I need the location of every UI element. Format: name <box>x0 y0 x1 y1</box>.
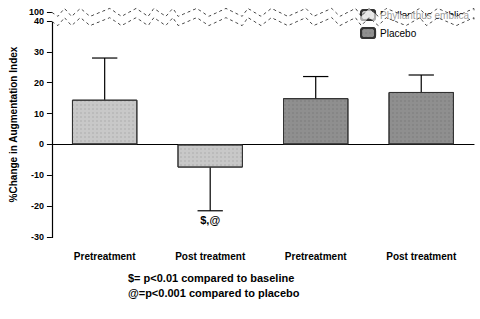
svg-text:0: 0 <box>39 139 44 149</box>
svg-text:Post treatment: Post treatment <box>386 251 457 262</box>
svg-text:20: 20 <box>34 78 44 88</box>
svg-text:30: 30 <box>34 47 44 57</box>
svg-text:Pretreatment: Pretreatment <box>74 251 136 262</box>
svg-text:-10: -10 <box>31 170 44 180</box>
svg-text:-20: -20 <box>31 201 44 211</box>
svg-text:$,@: $,@ <box>200 214 220 226</box>
svg-text:10: 10 <box>34 109 44 119</box>
svg-text:Pretreatment: Pretreatment <box>285 251 347 262</box>
svg-text:40: 40 <box>34 16 44 26</box>
svg-text:%Change in Augmentation Index: %Change in Augmentation Index <box>8 46 19 202</box>
svg-text:@=p<0.001 compared to placebo: @=p<0.001 compared to placebo <box>128 287 300 299</box>
svg-text:-30: -30 <box>31 232 44 242</box>
svg-text:100: 100 <box>29 7 44 17</box>
svg-text:Placebo: Placebo <box>380 28 417 39</box>
svg-text:Post treatment: Post treatment <box>175 251 246 262</box>
svg-text:$= p<0.01 compared to baseline: $= p<0.01 compared to baseline <box>128 272 294 284</box>
